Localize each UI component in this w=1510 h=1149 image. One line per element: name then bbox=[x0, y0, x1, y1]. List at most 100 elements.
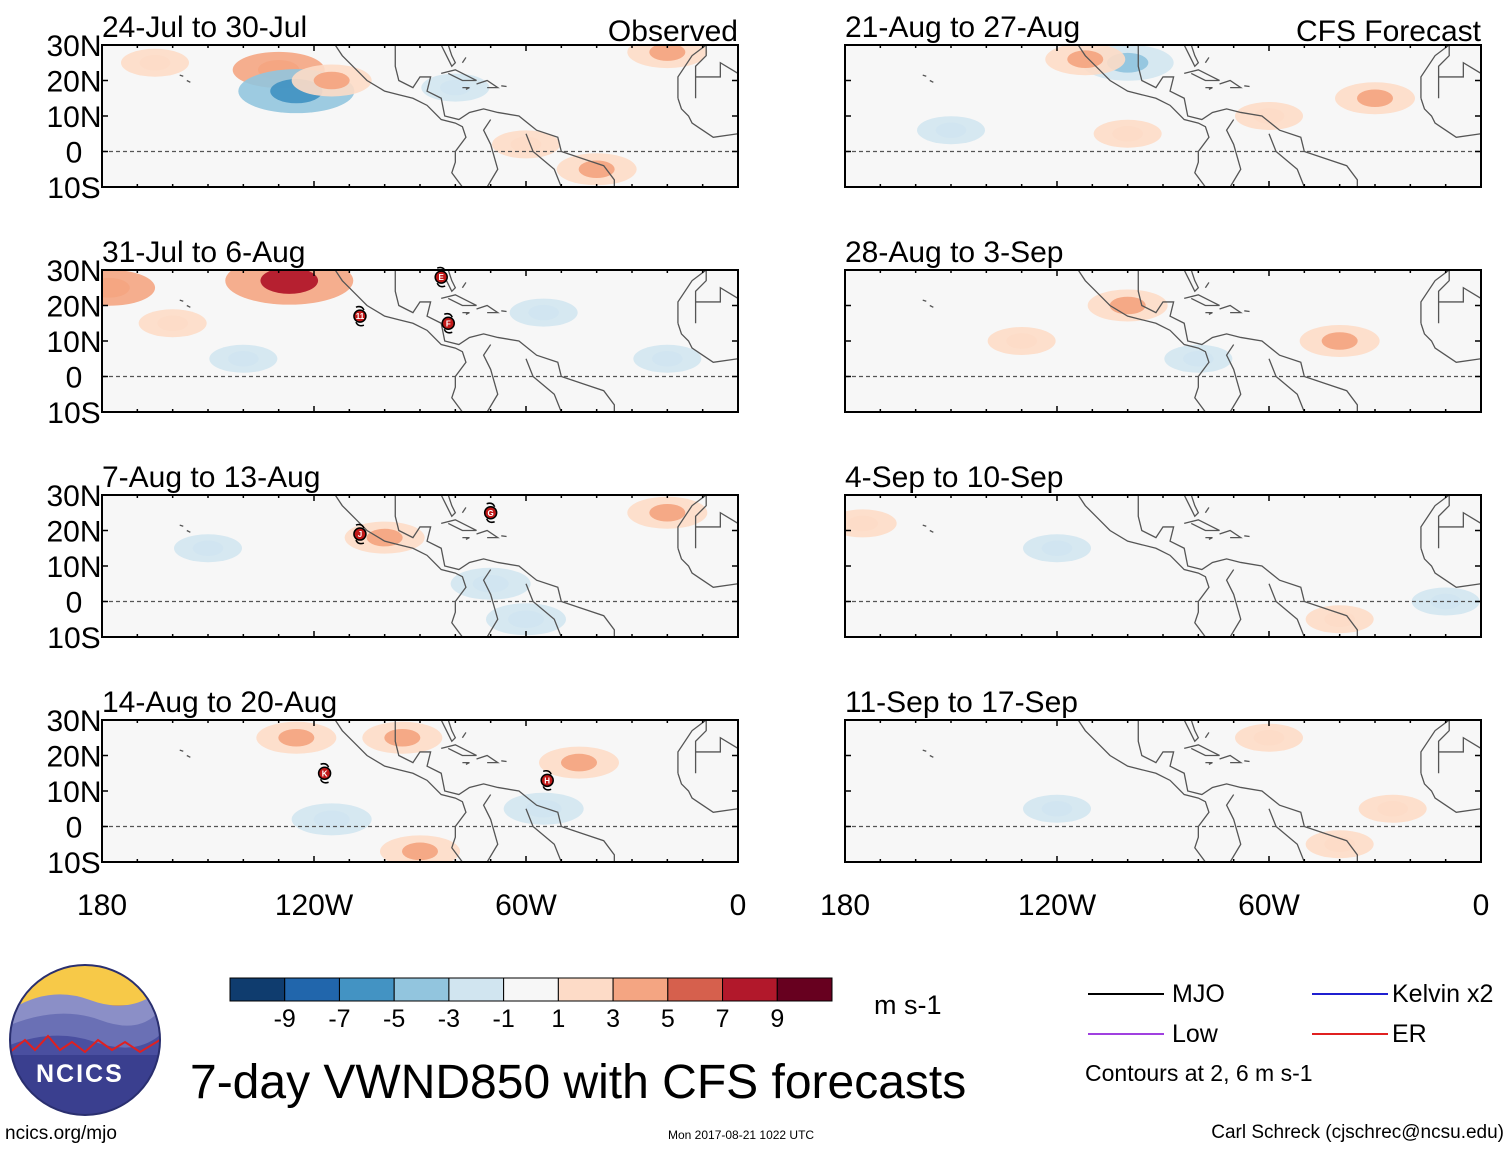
coastline bbox=[695, 736, 738, 753]
coastline bbox=[694, 45, 707, 77]
island bbox=[179, 749, 184, 752]
coastlines bbox=[179, 495, 738, 637]
legend-kelvin-label: Kelvin x2 bbox=[1392, 980, 1494, 1008]
anomaly-core bbox=[649, 503, 686, 522]
storm-arm bbox=[485, 518, 495, 524]
anomaly-core bbox=[440, 79, 471, 96]
island bbox=[1219, 529, 1243, 539]
storm-marker: H bbox=[540, 770, 554, 791]
storm-arm bbox=[443, 328, 453, 334]
lat-tick-label: 10S bbox=[47, 397, 100, 430]
anomaly-field bbox=[174, 496, 708, 636]
coastlines bbox=[922, 720, 1481, 862]
lat-tick-label: 20N bbox=[46, 66, 101, 99]
anomaly-field bbox=[1023, 723, 1427, 859]
anomaly-core bbox=[1377, 801, 1408, 817]
island bbox=[1219, 304, 1243, 314]
coastlines bbox=[922, 45, 1481, 187]
coastline bbox=[394, 270, 615, 412]
storm-arm bbox=[444, 312, 453, 318]
coastline bbox=[677, 98, 738, 138]
colorbar-swatch bbox=[503, 977, 559, 1002]
logo-art bbox=[10, 965, 160, 1115]
anomaly-core bbox=[510, 136, 542, 153]
lon-tick-label: 180 bbox=[77, 889, 127, 922]
author-credit: Carl Schreck (cjschrec@ncsu.edu) bbox=[1211, 1122, 1504, 1143]
lat-tick-label: 10N bbox=[46, 101, 101, 134]
storm-arm bbox=[355, 321, 365, 327]
coastline bbox=[394, 45, 615, 187]
coastline bbox=[1438, 61, 1481, 78]
storm-marker: G bbox=[483, 502, 498, 524]
storm-id: 11 bbox=[356, 312, 365, 321]
island bbox=[929, 304, 934, 308]
island bbox=[1184, 744, 1220, 757]
storm-id: K bbox=[322, 769, 328, 778]
lat-tick-label: 20N bbox=[46, 516, 101, 549]
coastline bbox=[1438, 736, 1481, 753]
coastline bbox=[525, 358, 562, 412]
colorbar-tick-label: -3 bbox=[437, 1005, 461, 1033]
coastline bbox=[395, 495, 457, 518]
panel-title: 21-Aug to 27-Aug bbox=[845, 11, 1080, 44]
panel-2: 21-Aug to 27-Aug CFS Forecast bbox=[844, 11, 1482, 188]
storm-symbol bbox=[353, 309, 367, 323]
island bbox=[461, 57, 467, 64]
coastline bbox=[677, 720, 707, 774]
island bbox=[1205, 86, 1213, 90]
storm-marker: E bbox=[434, 266, 448, 288]
coastline bbox=[1437, 45, 1450, 77]
anomaly-core bbox=[578, 160, 615, 179]
coastline bbox=[1420, 495, 1450, 549]
storm-arm bbox=[320, 762, 330, 768]
colorbar-swatch bbox=[557, 977, 614, 1002]
colorbar-swatch bbox=[284, 977, 340, 1002]
coastline bbox=[695, 61, 738, 78]
island bbox=[501, 85, 507, 88]
anomaly-core bbox=[1357, 89, 1393, 108]
coastline bbox=[1437, 270, 1450, 302]
colorbar-swatch bbox=[338, 977, 395, 1002]
island bbox=[922, 749, 927, 752]
coastline bbox=[333, 270, 467, 412]
colorbar-swatch bbox=[776, 977, 833, 1002]
island bbox=[1244, 760, 1250, 763]
coastline bbox=[395, 45, 457, 68]
coastline bbox=[1438, 286, 1481, 303]
coastline bbox=[482, 344, 499, 412]
colorbar-tick-label: -7 bbox=[328, 1005, 351, 1033]
storm-marker: J bbox=[353, 523, 367, 545]
coastlines bbox=[179, 45, 738, 187]
contours-note: Contours at 2, 6 m s-1 bbox=[1085, 1060, 1313, 1086]
coastline bbox=[1437, 495, 1450, 527]
lat-tick-label: 10N bbox=[46, 551, 101, 584]
island bbox=[186, 304, 191, 308]
colorbar-swatch bbox=[722, 977, 778, 1002]
island bbox=[929, 79, 934, 83]
anomaly-core bbox=[1430, 593, 1461, 610]
anomaly-field bbox=[845, 509, 1480, 634]
anomaly-core bbox=[1041, 540, 1073, 556]
coastline bbox=[525, 808, 562, 862]
island bbox=[1204, 507, 1210, 514]
coastline bbox=[1137, 270, 1358, 412]
logo-text: NCICS bbox=[36, 1060, 124, 1088]
colorbar-tick-label: 9 bbox=[770, 1005, 785, 1033]
anomaly-core bbox=[313, 810, 350, 829]
coastline bbox=[1420, 773, 1481, 813]
coastline bbox=[677, 270, 707, 324]
lon-tick-label: 0 bbox=[1473, 889, 1490, 922]
anomaly-core bbox=[384, 728, 421, 747]
anomaly-core bbox=[139, 55, 171, 71]
colorbar-swatch bbox=[393, 977, 450, 1002]
coastline bbox=[677, 548, 738, 588]
island bbox=[476, 529, 500, 539]
site-link[interactable]: ncics.org/mjo bbox=[5, 1123, 117, 1144]
island bbox=[1244, 535, 1250, 538]
coastline bbox=[333, 45, 467, 187]
coastline bbox=[525, 133, 562, 187]
panel-4: 28-Aug to 3-Sep bbox=[844, 236, 1482, 413]
island bbox=[461, 282, 467, 289]
anomaly-core bbox=[402, 842, 438, 861]
